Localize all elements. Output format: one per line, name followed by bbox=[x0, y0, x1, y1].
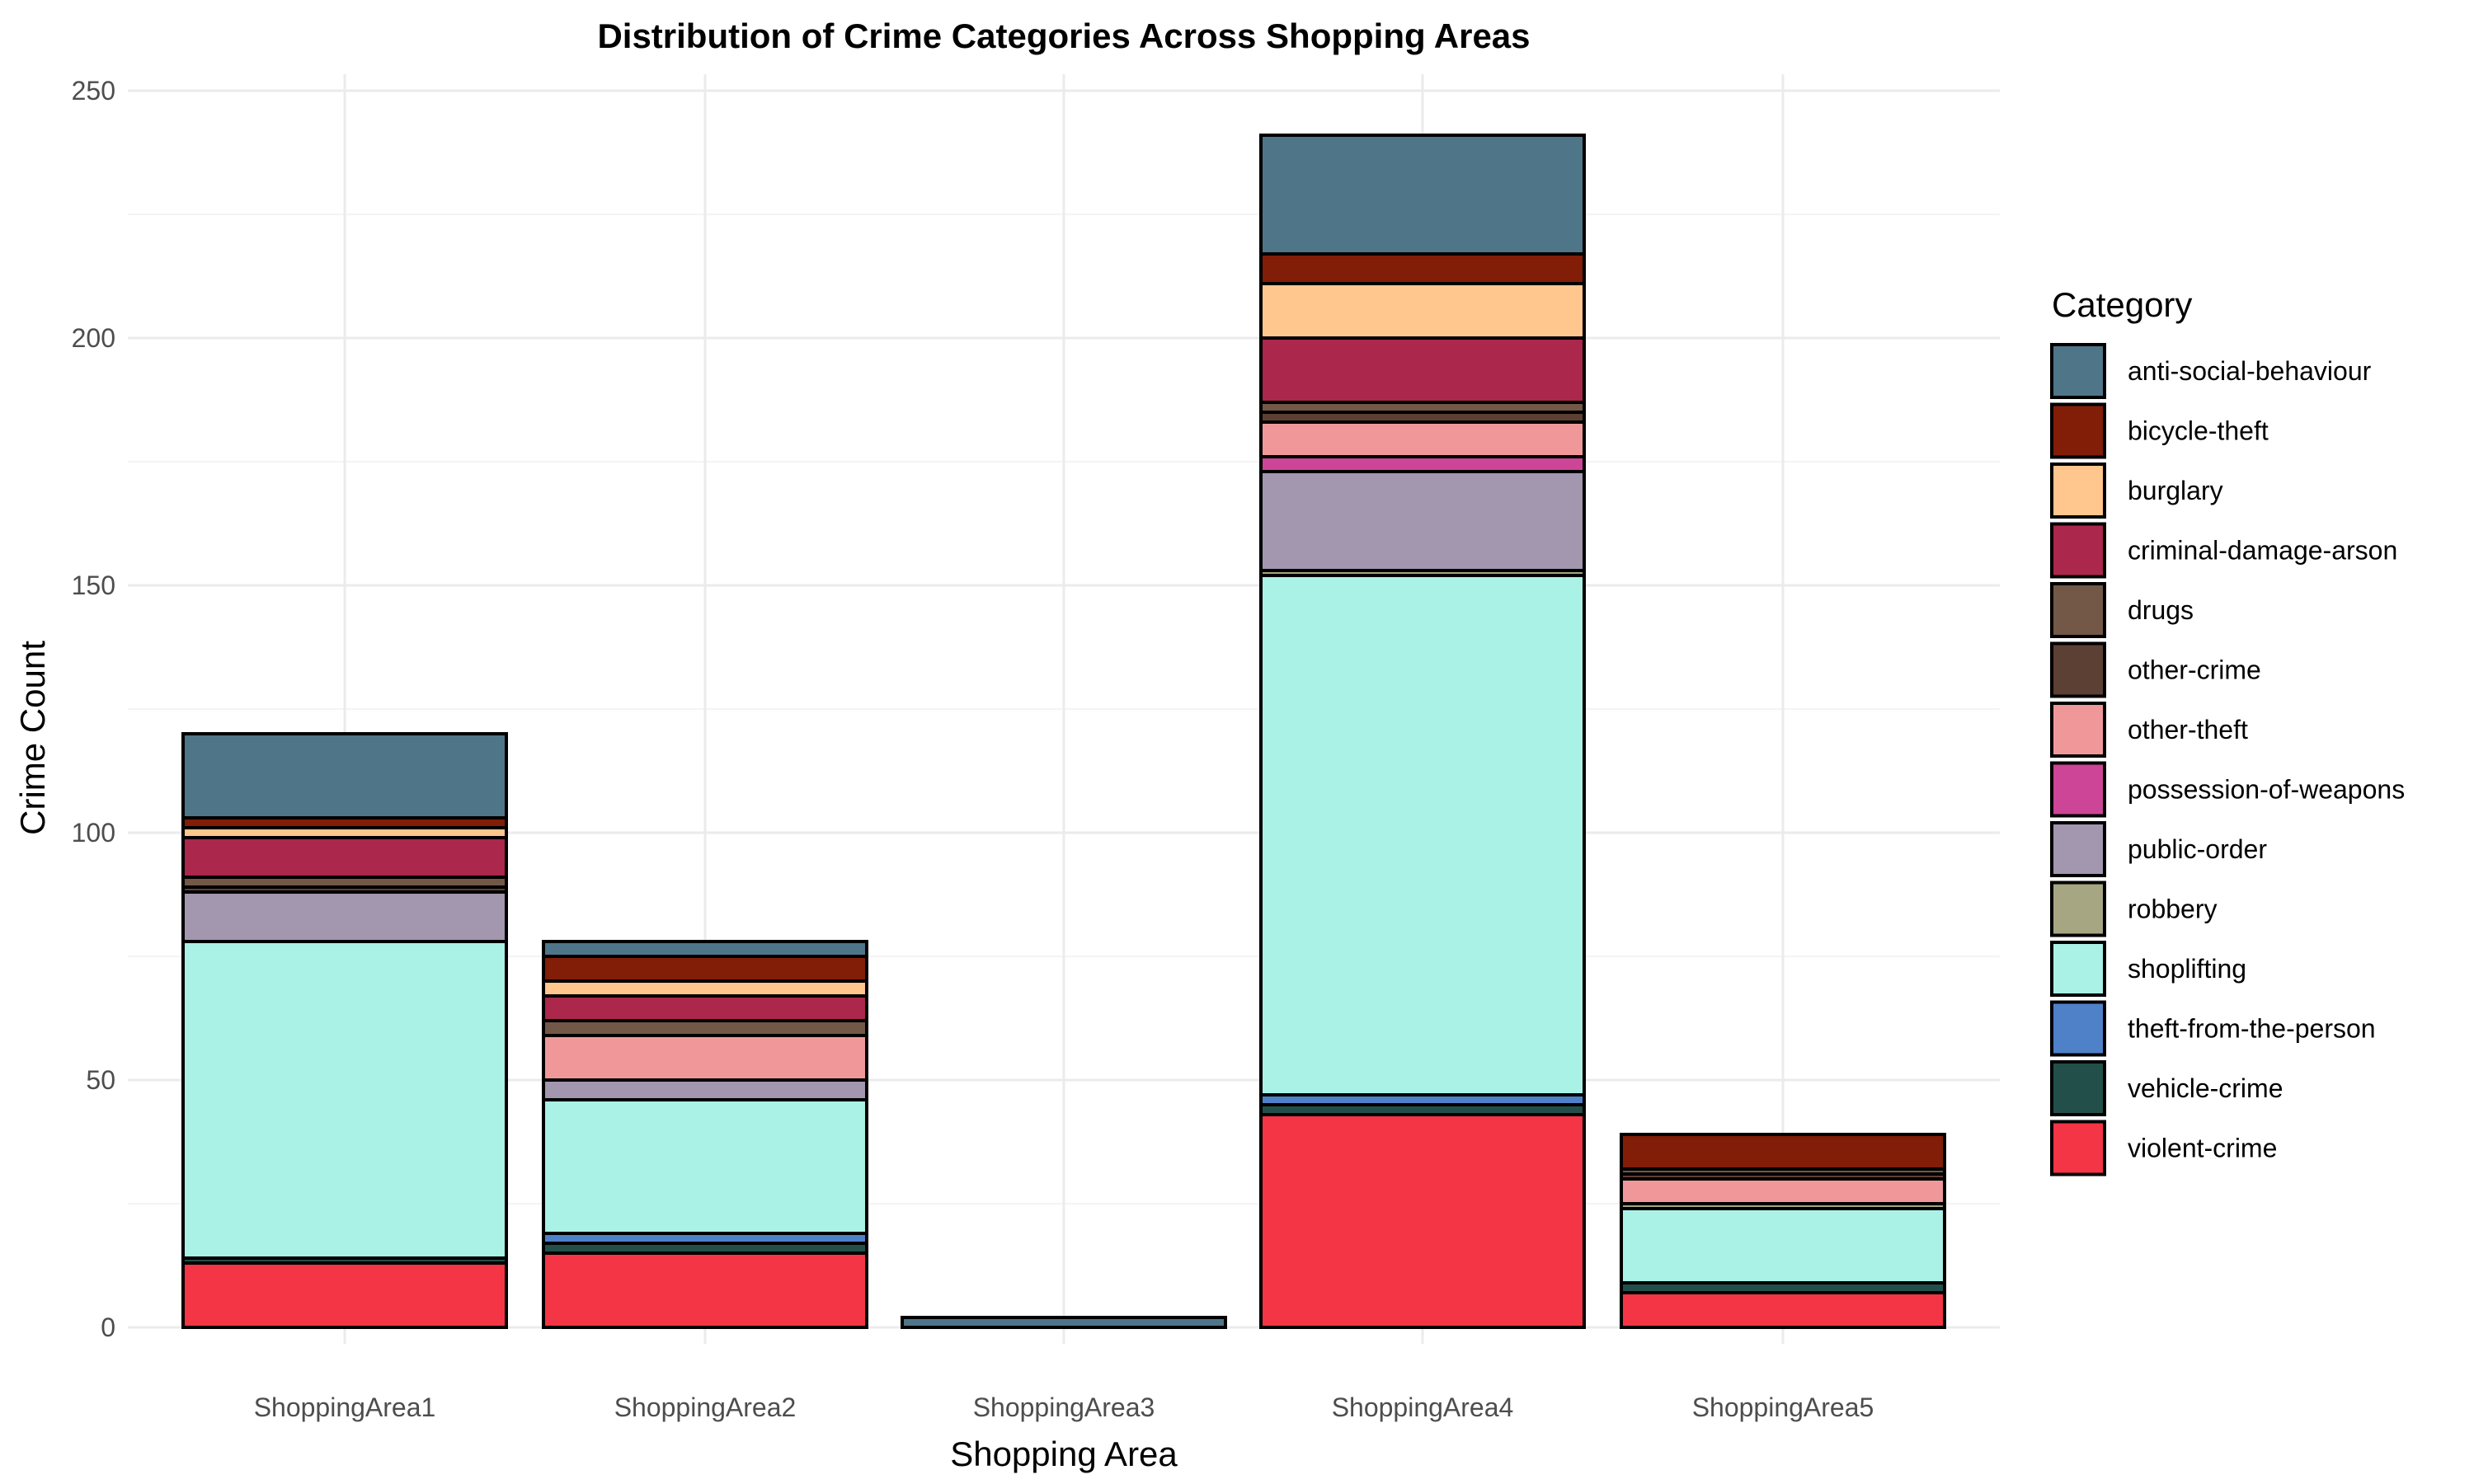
legend-key bbox=[2050, 821, 2106, 877]
bar-segment bbox=[542, 979, 868, 998]
legend-key bbox=[2050, 1120, 2106, 1176]
bar-segment bbox=[181, 836, 508, 879]
legend-key bbox=[2050, 881, 2106, 937]
y-tick-label: 150 bbox=[72, 571, 115, 600]
y-tick-label: 100 bbox=[72, 818, 115, 848]
legend-label: bicycle-theft bbox=[2128, 416, 2269, 446]
bar-segment bbox=[1259, 574, 1586, 1097]
bar-segment bbox=[542, 994, 868, 1022]
legend-label: vehicle-crime bbox=[2128, 1073, 2283, 1103]
bar-segment bbox=[1259, 282, 1586, 340]
bar-segment bbox=[181, 940, 508, 1260]
x-axis-ticks: ShoppingArea1 ShoppingArea2 ShoppingArea3 S… bbox=[254, 1392, 1874, 1422]
bar-segment bbox=[1620, 1207, 1946, 1284]
legend-key bbox=[2050, 463, 2106, 519]
x-tick-label: ShoppingArea3 bbox=[973, 1392, 1155, 1422]
bar-segment bbox=[1259, 336, 1586, 404]
x-tick-label: ShoppingArea5 bbox=[1692, 1392, 1874, 1422]
bar-segment bbox=[1259, 134, 1586, 256]
bar-segment bbox=[1259, 252, 1586, 285]
bar-segment bbox=[1620, 1177, 1946, 1205]
legend-key bbox=[2050, 941, 2106, 997]
bar-segment bbox=[181, 732, 508, 819]
x-tick-label: ShoppingArea2 bbox=[614, 1392, 797, 1422]
legend-key bbox=[2050, 702, 2106, 758]
bar-segment bbox=[542, 940, 868, 958]
legend-label: anti-social-behaviour bbox=[2128, 356, 2372, 386]
legend-key bbox=[2050, 1000, 2106, 1057]
bar-segment bbox=[542, 1098, 868, 1235]
bar-stacks bbox=[181, 134, 1946, 1329]
y-axis-title: Crime Count bbox=[13, 641, 52, 835]
x-tick-label: ShoppingArea1 bbox=[254, 1392, 436, 1422]
bar-segment bbox=[542, 1078, 868, 1101]
y-axis-ticks: 0 50 100 150 200 250 bbox=[72, 76, 115, 1342]
legend: Category anti-social-behaviour bicycle-th… bbox=[2050, 285, 2405, 1176]
bar-segment bbox=[1259, 455, 1586, 473]
y-tick-label: 50 bbox=[86, 1065, 115, 1095]
legend-label: other-crime bbox=[2128, 655, 2261, 685]
bar-segment bbox=[542, 1019, 868, 1037]
legend-label: possession-of-weapons bbox=[2128, 775, 2405, 805]
legend-key bbox=[2050, 522, 2106, 579]
legend-label: other-theft bbox=[2128, 715, 2248, 744]
legend-label: criminal-damage-arson bbox=[2128, 536, 2397, 566]
x-tick-label: ShoppingArea4 bbox=[1332, 1392, 1514, 1422]
bar-segment bbox=[1620, 1133, 1946, 1171]
legend-key bbox=[2050, 1060, 2106, 1116]
legend-label: burglary bbox=[2128, 476, 2223, 505]
legend-label: theft-from-the-person bbox=[2128, 1014, 2376, 1044]
legend-title: Category bbox=[2052, 285, 2192, 324]
bar-segment bbox=[542, 955, 868, 983]
legend-key bbox=[2050, 641, 2106, 698]
bar-segment bbox=[1259, 470, 1586, 572]
legend-key bbox=[2050, 343, 2106, 399]
bar-segment bbox=[1259, 420, 1586, 458]
y-tick-label: 200 bbox=[72, 323, 115, 353]
bar-segment bbox=[542, 1252, 868, 1329]
x-axis-title: Shopping Area bbox=[950, 1435, 1178, 1473]
chart-title: Distribution of Crime Categories Across … bbox=[597, 16, 1530, 55]
y-tick-label: 0 bbox=[101, 1313, 115, 1342]
bar-segment bbox=[1259, 1113, 1586, 1329]
bar-segment bbox=[542, 1034, 868, 1082]
bar-segment bbox=[901, 1316, 1227, 1329]
bar-segment bbox=[181, 890, 508, 943]
bar-segment bbox=[181, 1261, 508, 1329]
legend-label: shoplifting bbox=[2128, 954, 2246, 984]
legend-label: public-order bbox=[2128, 834, 2267, 864]
legend-label: drugs bbox=[2128, 595, 2194, 625]
y-tick-label: 250 bbox=[72, 76, 115, 106]
legend-key bbox=[2050, 582, 2106, 638]
legend-key bbox=[2050, 402, 2106, 459]
legend-key bbox=[2050, 761, 2106, 818]
bar-segment bbox=[1620, 1291, 1946, 1329]
legend-label: robbery bbox=[2128, 895, 2218, 924]
legend-label: violent-crime bbox=[2128, 1134, 2277, 1163]
